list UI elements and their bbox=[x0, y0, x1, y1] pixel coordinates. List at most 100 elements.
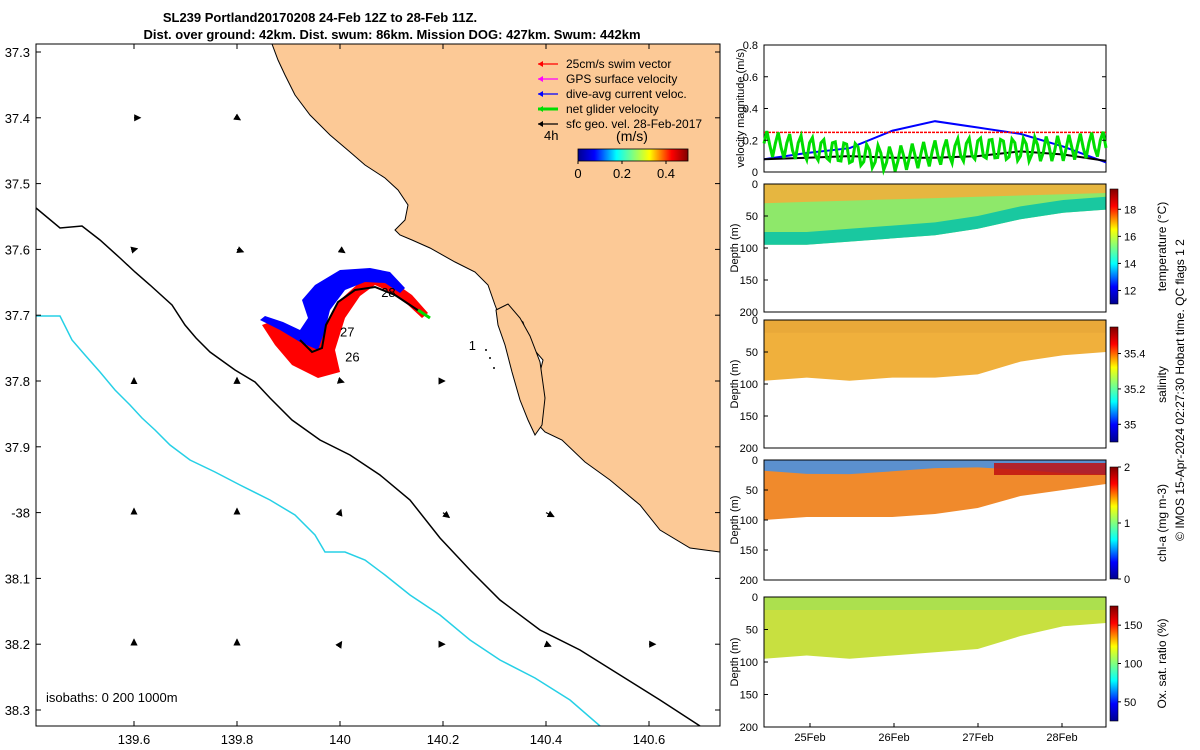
day-label: 1 bbox=[469, 338, 476, 353]
credit-text: © IMOS 15-Apr-2024 02:27:30 Hobart time.… bbox=[1173, 239, 1187, 541]
velocity-y-axis: 0 0.2 0.4 0.6 0.8 bbox=[743, 40, 1106, 179]
geo-velocity-arrow bbox=[336, 376, 345, 384]
velocity-tick-label: 0.2 bbox=[743, 135, 758, 147]
chl-max-patch bbox=[994, 463, 1106, 475]
geo-velocity-arrow bbox=[545, 510, 555, 518]
velocity-tick-label: 0.4 bbox=[743, 104, 758, 116]
geo-velocity-arrow bbox=[233, 113, 242, 121]
velocity-series bbox=[762, 120, 1108, 176]
colorbar-extra-label: 4h bbox=[544, 128, 558, 143]
date-tick-label: 28Feb bbox=[1046, 732, 1077, 744]
depth-tick-label: 200 bbox=[740, 722, 758, 734]
date-tick-label: 27Feb bbox=[962, 732, 993, 744]
date-tick-label: 25Feb bbox=[794, 732, 825, 744]
geo-velocity-arrow bbox=[236, 246, 245, 253]
lat-tick-label: 38.3 bbox=[5, 703, 30, 718]
section-panel: 0 50 100 150 200 Depth (m) 50 100 150 Ox. sat. ra… bbox=[729, 592, 1169, 744]
depth-tick-label: 100 bbox=[740, 379, 758, 391]
lon-tick-label: 139.8 bbox=[221, 732, 254, 747]
depth-tick-label: 0 bbox=[752, 592, 758, 604]
depth-axis-label: Depth (m) bbox=[729, 360, 741, 409]
net-glider-velocity-green bbox=[417, 308, 431, 320]
glider-track-line bbox=[299, 285, 426, 354]
depth-tick-label: 50 bbox=[746, 625, 758, 637]
swim-vector-fan-red bbox=[262, 278, 428, 378]
legend-label: GPS surface velocity bbox=[566, 72, 677, 86]
legend-label: 25cm/s swim vector bbox=[566, 57, 671, 71]
day-label: 27 bbox=[340, 325, 354, 340]
colorbar-tick-label: 35.2 bbox=[1124, 384, 1145, 396]
day-label: 26 bbox=[345, 350, 359, 365]
depth-tick-label: 100 bbox=[740, 243, 758, 255]
geo-velocity-arrow bbox=[130, 246, 139, 254]
depth-tick-label: 0 bbox=[752, 179, 758, 191]
velocity-series-line bbox=[762, 130, 1108, 176]
dive-avg-current-fan-blue bbox=[260, 268, 405, 350]
section-panel: 0 50 100 150 200 Depth (m) 35 35.2 35.4 salinity bbox=[729, 315, 1169, 455]
section-colorbar bbox=[1109, 605, 1119, 722]
speed-colorbar-ticks: 0 0.2 0.4 bbox=[574, 161, 675, 181]
depth-tick-label: 50 bbox=[746, 485, 758, 497]
land-mass bbox=[271, 44, 720, 553]
colorbar-tick-label: 0.2 bbox=[613, 166, 631, 181]
legend-label: dive-avg current veloc. bbox=[566, 87, 687, 101]
colorbar-tick-label: 0 bbox=[1124, 574, 1130, 586]
lon-tick-label: 140.6 bbox=[633, 732, 666, 747]
depth-tick-label: 100 bbox=[740, 515, 758, 527]
isobath-label: isobaths: 0 200 1000m bbox=[46, 690, 178, 705]
lat-tick-label: 38.1 bbox=[5, 571, 30, 586]
depth-tick-label: 0 bbox=[752, 455, 758, 467]
lat-tick-label: -38 bbox=[11, 506, 30, 521]
section-panel: 0 50 100 150 200 Depth (m) 12 14 16 18 temperature… bbox=[729, 179, 1169, 319]
section-colorbar bbox=[1109, 466, 1119, 580]
date-tick-label: 26Feb bbox=[878, 732, 909, 744]
depth-tick-label: 200 bbox=[740, 443, 758, 455]
lon-tick-label: 140.4 bbox=[530, 732, 563, 747]
section-upper-layer bbox=[764, 184, 1106, 204]
legend-label: net glider velocity bbox=[566, 102, 659, 116]
depth-tick-label: 100 bbox=[740, 657, 758, 669]
colorbar-tick-label: 16 bbox=[1124, 231, 1136, 243]
section-upper-layer bbox=[764, 597, 1106, 610]
title-line-1: SL239 Portland20170208 24-Feb 12Z to 28-… bbox=[163, 10, 477, 25]
colorbar-tick-label: 35 bbox=[1124, 419, 1136, 431]
colorbar-tick-label: 12 bbox=[1124, 285, 1136, 297]
geo-velocity-arrow bbox=[335, 640, 343, 649]
colorbar-tick-label: 0 bbox=[574, 166, 581, 181]
velocity-panel: 0 0.2 0.4 0.6 0.8 velocity magnitude (m/s) bbox=[735, 40, 1108, 179]
latitude-axis: 37.3 37.4 37.5 37.6 37.7 37.8 37.9 -38 38.1 38.2 3… bbox=[5, 45, 720, 718]
lon-tick-label: 140.2 bbox=[427, 732, 460, 747]
section-fill bbox=[764, 597, 1106, 659]
lat-tick-label: 37.5 bbox=[5, 177, 30, 192]
section-fill bbox=[764, 320, 1106, 381]
depth-tick-label: 0 bbox=[752, 315, 758, 327]
geo-velocity-arrow bbox=[337, 246, 346, 254]
lat-tick-label: 37.9 bbox=[5, 440, 30, 455]
isobath-200 bbox=[36, 207, 701, 726]
depth-tick-label: 150 bbox=[740, 690, 758, 702]
section-colorbar bbox=[1109, 326, 1119, 443]
colorbar-label: temperature (°C) bbox=[1155, 202, 1169, 292]
colorbar-title: (m/s) bbox=[616, 128, 648, 144]
section-upper-layer bbox=[764, 320, 1106, 333]
lat-tick-label: 37.3 bbox=[5, 45, 30, 60]
lat-tick-label: 37.4 bbox=[5, 111, 30, 126]
colorbar-tick-label: 35.4 bbox=[1124, 349, 1145, 361]
surface-geostrophic-vectors bbox=[130, 113, 657, 649]
title-line-2: Dist. over ground: 42km. Dist. swum: 86k… bbox=[143, 27, 640, 42]
section-lower-layer bbox=[764, 196, 1106, 245]
depth-tick-label: 150 bbox=[740, 275, 758, 287]
velocity-tick-label: 0.6 bbox=[743, 72, 758, 84]
lon-tick-label: 140 bbox=[329, 732, 351, 747]
speed-colorbar bbox=[577, 148, 689, 162]
colorbar-label: chl-a (mg m-3) bbox=[1155, 484, 1169, 562]
depth-tick-label: 50 bbox=[746, 347, 758, 359]
velocity-tick-label: 0 bbox=[752, 167, 758, 179]
day-labels: 28 27 26 1 bbox=[340, 285, 476, 364]
depth-tick-label: 50 bbox=[746, 211, 758, 223]
section-colorbar bbox=[1109, 188, 1119, 305]
